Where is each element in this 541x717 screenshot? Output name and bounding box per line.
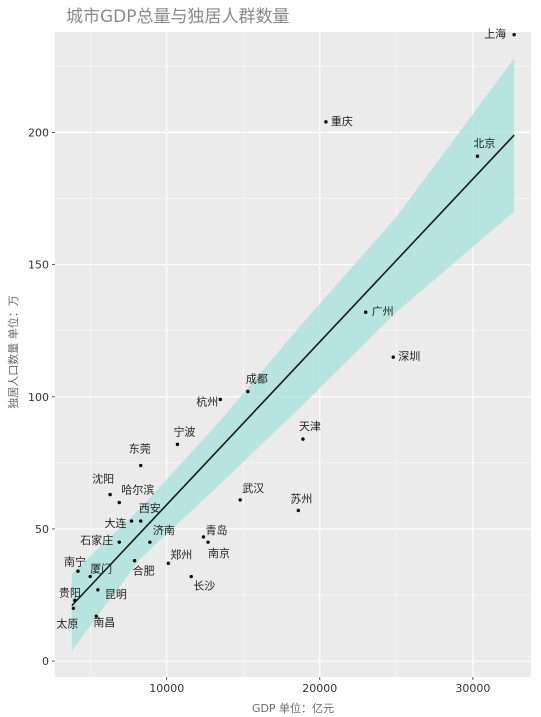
point-成都	[246, 389, 250, 394]
point-label: 西安	[139, 501, 161, 515]
point-石家庄	[117, 540, 121, 544]
point-厦门	[88, 574, 92, 579]
point-label: 广州	[372, 305, 394, 318]
point-label: 哈尔滨	[121, 483, 154, 497]
point-东莞	[139, 463, 143, 468]
point-label: 东莞	[129, 443, 151, 456]
point-合肥	[132, 558, 137, 563]
point-label: 深圳	[398, 350, 420, 363]
point-沈阳	[108, 492, 112, 497]
point-长沙	[189, 574, 193, 579]
x-tick-label: 30000	[455, 682, 490, 695]
data-points	[71, 32, 516, 618]
y-tick-label: 100	[28, 391, 49, 404]
point-label: 合肥	[133, 564, 155, 578]
y-tick-label: 200	[28, 126, 49, 139]
point-昆明	[96, 588, 100, 592]
point-label: 太原	[56, 617, 78, 630]
x-axis-title: GDP 单位：亿元	[252, 701, 334, 715]
point-label: 宁波	[173, 424, 195, 438]
regression-line	[71, 134, 515, 607]
y-axis-title: 独居人口数量 单位：万	[6, 295, 20, 409]
chart-title: 城市GDP总量与独居人群数量	[66, 7, 290, 27]
point-label: 沈阳	[92, 472, 114, 486]
point-label: 杭州	[196, 394, 218, 408]
x-tick-label: 10000	[149, 682, 184, 695]
point-宁波	[175, 442, 180, 447]
point-label: 郑州	[170, 547, 192, 561]
point-南京	[206, 540, 210, 544]
point-北京	[475, 154, 480, 158]
point-label: 天津	[299, 420, 321, 433]
point-label: 南京	[208, 546, 230, 560]
point-苏州	[296, 508, 301, 513]
point-太原	[71, 606, 76, 610]
point-label: 昆明	[105, 588, 127, 601]
point-杭州	[218, 397, 222, 402]
point-济南	[148, 540, 152, 544]
y-tick-label: 50	[35, 523, 49, 536]
point-label: 上海	[484, 27, 506, 41]
point-深圳	[391, 355, 395, 359]
point-label: 成都	[246, 373, 268, 386]
point-西安	[139, 519, 143, 523]
point-上海	[512, 32, 516, 37]
y-axis-ticks: 0 50 100 150 200	[28, 126, 55, 668]
point-哈尔滨	[117, 500, 121, 505]
point-label: 大连	[105, 516, 127, 530]
y-tick-label: 150	[28, 259, 49, 272]
point-label: 济南	[153, 523, 175, 537]
point-南昌	[94, 614, 99, 618]
point-南宁	[76, 569, 80, 573]
point-label: 厦门	[90, 562, 112, 576]
point-label: 武汉	[242, 482, 264, 495]
point-武汉	[238, 498, 242, 502]
point-天津	[301, 437, 305, 441]
point-label: 北京	[473, 136, 495, 150]
point-label: 石家庄	[80, 533, 113, 547]
point-label: 青岛	[205, 523, 227, 537]
point-大连	[129, 519, 134, 523]
point-贵阳	[73, 598, 77, 603]
point-青岛	[201, 535, 206, 539]
x-axis-ticks: 10000 20000 30000	[149, 677, 490, 695]
confidence-band	[71, 58, 515, 651]
point-重庆	[324, 120, 328, 124]
y-tick-label: 0	[42, 655, 49, 668]
point-label: 贵阳	[59, 586, 81, 599]
point-label: 南宁	[64, 554, 86, 568]
point-label: 苏州	[290, 492, 312, 505]
point-郑州	[166, 561, 170, 566]
point-label: 长沙	[193, 580, 215, 593]
point-label: 南昌	[93, 616, 115, 629]
point-label: 重庆	[331, 114, 353, 128]
x-tick-label: 20000	[302, 682, 337, 695]
point-广州	[364, 310, 368, 314]
